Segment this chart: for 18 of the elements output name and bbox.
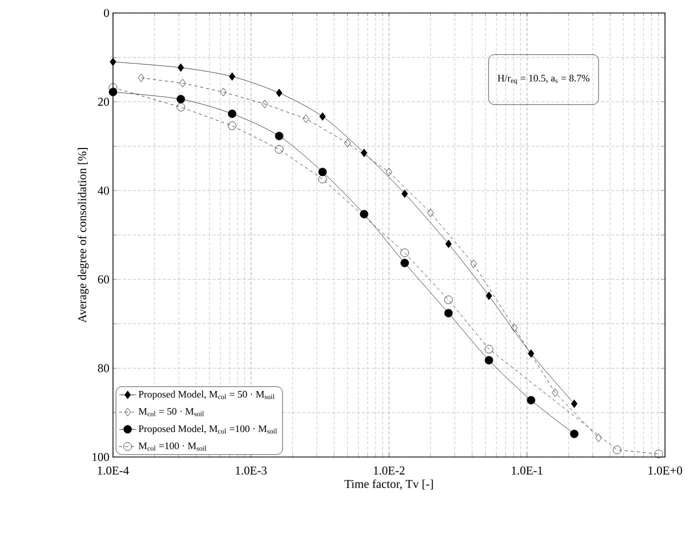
x-tick-label: 1.0E+0 [648,466,682,475]
x-axis-title: Time factor, Tv [-] [344,479,433,490]
legend-label: M$_{col}$ =100 · M$_{soil}$ [138,442,206,451]
y-tick-label: 20 [98,98,110,106]
y-tick-label: 60 [98,275,110,284]
x-tick-label: 1.0E-1 [512,466,542,475]
x-tick-label: 1.0E-3 [236,466,267,475]
x-tick-label: 1.0E-2 [374,466,404,475]
legend-label: M$_{col}$ = 50 · M$_{soil}$ [138,408,204,416]
annotation: H/r$_{eq}$ = 10.5, a$_{s}$ = 8.7% [498,74,590,84]
y-tick-label: 0 [104,8,110,18]
y-tick-label: 40 [98,186,110,195]
legend-label: Proposed Model, M$_{col}$ =100 · M$_{soil}$ [138,425,277,434]
y-axis-title: Average degree of consolidation [%] [78,148,89,323]
y-tick-label: 100 [92,452,110,462]
x-tick-label: 1.0E-4 [98,466,129,475]
y-tick-label: 80 [98,364,110,372]
legend-label: Proposed Model, M$_{col}$ = 50 · M$_{soil}$ [138,390,274,400]
